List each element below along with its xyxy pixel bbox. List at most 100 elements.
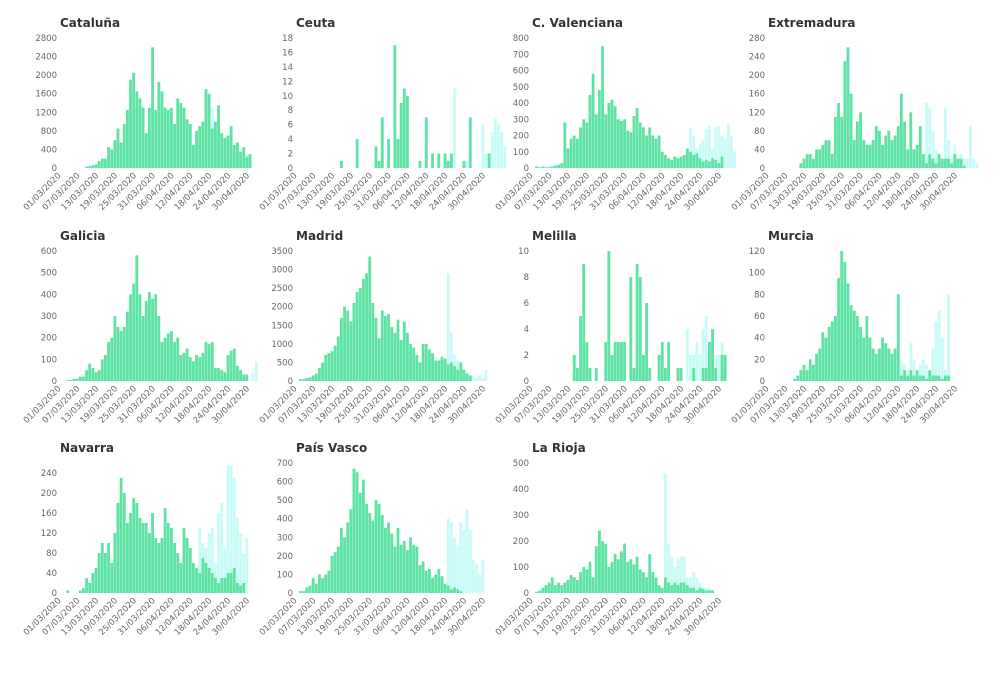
bar-confirmed bbox=[431, 578, 434, 593]
bar-confirmed bbox=[648, 554, 652, 593]
bar-confirmed bbox=[912, 149, 916, 168]
chart-panel-navarra: Navarra 0 40 80 120 160 200 240 01/03/2020 07/03/… bbox=[22, 441, 258, 638]
bar-confirmed bbox=[390, 327, 394, 381]
bar-confirmed bbox=[576, 138, 579, 168]
bar-confirmed bbox=[657, 135, 661, 168]
bar-confirmed bbox=[431, 153, 434, 168]
bar-confirmed bbox=[632, 564, 636, 593]
bar-confirmed bbox=[459, 591, 463, 593]
bar-pending bbox=[912, 359, 916, 381]
bar-confirmed bbox=[346, 522, 350, 593]
bar-confirmed bbox=[236, 583, 239, 593]
bar-confirmed bbox=[185, 119, 189, 168]
bar-confirmed bbox=[412, 544, 416, 593]
bar-confirmed bbox=[327, 570, 331, 593]
y-tick-label: 0 bbox=[52, 164, 57, 174]
bar-confirmed bbox=[909, 370, 913, 381]
bar-pending bbox=[242, 553, 246, 593]
bar-confirmed bbox=[686, 148, 689, 168]
bar-confirmed bbox=[934, 375, 938, 381]
bar-confirmed bbox=[85, 370, 88, 381]
y-tick-label: 80 bbox=[754, 290, 765, 300]
y-tick-label: 1000 bbox=[271, 340, 293, 350]
bar-confirmed bbox=[100, 543, 104, 593]
bar-pending bbox=[723, 138, 727, 168]
bar-confirmed bbox=[846, 47, 850, 168]
bar-confirmed bbox=[601, 541, 604, 593]
bar-confirmed bbox=[226, 355, 230, 381]
bar-confirmed bbox=[428, 568, 431, 593]
bar-confirmed bbox=[220, 133, 224, 168]
bar-confirmed bbox=[560, 163, 564, 169]
bar-pending bbox=[210, 528, 214, 593]
bar-confirmed bbox=[437, 153, 441, 168]
bar-confirmed bbox=[242, 374, 246, 381]
chart-title: Murcia bbox=[768, 229, 814, 243]
bar-confirmed bbox=[204, 89, 208, 168]
bar-chart: 024681001/03/202007/03/202013/03/202019/… bbox=[494, 247, 727, 426]
bar-pending bbox=[450, 522, 453, 593]
bar-confirmed bbox=[195, 355, 198, 381]
bar-confirmed bbox=[893, 135, 897, 168]
bar-confirmed bbox=[166, 109, 170, 168]
y-tick-label: 4 bbox=[288, 135, 293, 145]
bar-confirmed bbox=[239, 585, 242, 593]
y-tick-label: 100 bbox=[513, 148, 529, 158]
bar-confirmed bbox=[620, 342, 623, 381]
y-tick-label: 40 bbox=[754, 145, 765, 155]
bar-pending bbox=[446, 518, 450, 593]
y-tick-label: 6 bbox=[524, 299, 529, 309]
bar-confirmed bbox=[210, 342, 214, 381]
bar-confirmed bbox=[676, 585, 680, 593]
bar-confirmed bbox=[88, 583, 92, 593]
bar-confirmed bbox=[119, 331, 123, 381]
bar-pending bbox=[966, 158, 969, 168]
bar-confirmed bbox=[229, 350, 233, 381]
bar-confirmed bbox=[352, 468, 356, 593]
bar-confirmed bbox=[576, 368, 579, 381]
bar-confirmed bbox=[626, 561, 630, 593]
bar-confirmed bbox=[148, 107, 151, 168]
y-tick-label: 0 bbox=[524, 589, 529, 599]
bar-confirmed bbox=[377, 503, 381, 593]
bar-confirmed bbox=[144, 523, 148, 593]
bar-confirmed bbox=[704, 159, 708, 169]
chart-title: Madrid bbox=[296, 229, 344, 243]
bar-confirmed bbox=[852, 310, 856, 381]
bar-confirmed bbox=[900, 93, 903, 168]
bar-confirmed bbox=[635, 107, 639, 169]
bar-confirmed bbox=[163, 337, 167, 381]
bar-confirmed bbox=[535, 591, 538, 593]
bar-confirmed bbox=[116, 128, 120, 168]
bar-confirmed bbox=[141, 523, 145, 593]
bar-confirmed bbox=[207, 568, 211, 593]
bar-confirmed bbox=[333, 345, 337, 381]
bar-confirmed bbox=[915, 370, 919, 381]
bar-confirmed bbox=[613, 342, 617, 381]
bar-confirmed bbox=[591, 577, 595, 593]
bar-confirmed bbox=[648, 127, 652, 169]
bar-pending bbox=[239, 533, 242, 593]
bar-confirmed bbox=[91, 368, 95, 381]
bar-confirmed bbox=[896, 294, 900, 381]
y-tick-label: 500 bbox=[513, 83, 529, 93]
y-tick-label: 14 bbox=[282, 63, 293, 73]
bar-confirmed bbox=[563, 122, 567, 168]
bar-confirmed bbox=[871, 348, 875, 381]
bar-confirmed bbox=[229, 573, 233, 593]
bar-confirmed bbox=[664, 577, 667, 593]
bar-confirmed bbox=[953, 154, 957, 168]
bar-confirmed bbox=[314, 583, 318, 593]
bar-confirmed bbox=[638, 122, 642, 168]
bar-confirmed bbox=[333, 552, 337, 593]
bar-confirmed bbox=[166, 333, 170, 381]
bar-confirmed bbox=[664, 155, 667, 168]
y-tick-label: 200 bbox=[41, 334, 57, 344]
y-tick-label: 300 bbox=[277, 533, 293, 543]
bar-confirmed bbox=[245, 374, 249, 381]
bar-confirmed bbox=[236, 365, 239, 381]
bar-confirmed bbox=[934, 163, 938, 168]
bar-confirmed bbox=[141, 107, 145, 168]
bar-confirmed bbox=[151, 298, 154, 381]
bar-confirmed bbox=[572, 355, 576, 381]
